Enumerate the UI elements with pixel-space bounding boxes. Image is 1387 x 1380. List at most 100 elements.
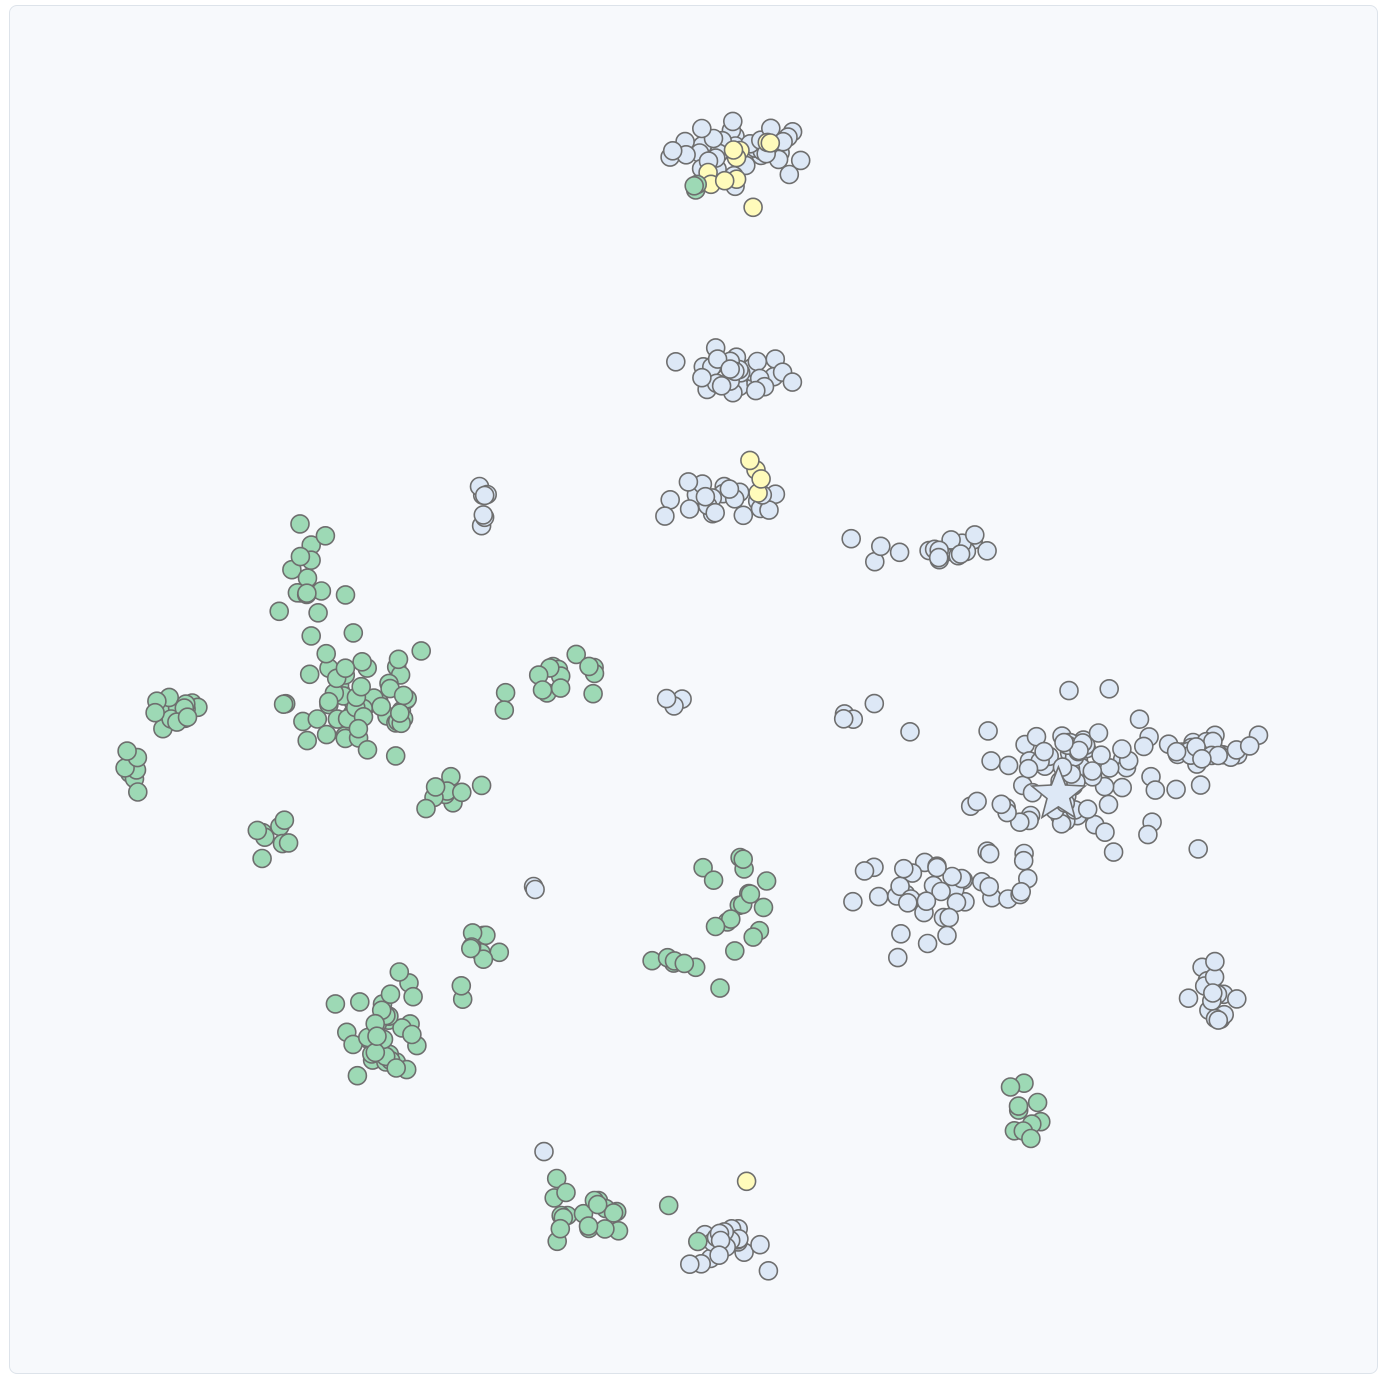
data-point [460, 938, 481, 959]
data-point [525, 879, 545, 900]
data-point [587, 1194, 608, 1215]
data-point [1208, 745, 1228, 766]
data-point [928, 547, 949, 568]
data-point [290, 546, 311, 567]
data-point [745, 380, 766, 401]
data-point [145, 702, 165, 723]
highlight-star-marker [1029, 764, 1088, 820]
data-point [679, 499, 700, 519]
data-point [693, 857, 713, 878]
data-point [703, 870, 724, 891]
data-point [937, 925, 957, 946]
data-point [550, 1218, 571, 1239]
data-point [939, 907, 960, 928]
data-point [393, 685, 414, 706]
data-point [389, 703, 410, 723]
data-point [1082, 761, 1103, 781]
data-point [870, 536, 891, 557]
data-point [658, 1195, 679, 1216]
data-point [1021, 1128, 1041, 1149]
data-point [691, 118, 712, 139]
data-point [1188, 839, 1208, 859]
data-point [1178, 988, 1199, 1009]
data-point [357, 739, 378, 760]
data-point [931, 881, 951, 902]
data-point [758, 1261, 779, 1281]
data-point [1190, 775, 1211, 795]
data-point [578, 1216, 599, 1236]
data-point [720, 359, 741, 379]
data-point [583, 683, 603, 704]
data-point [656, 688, 677, 709]
data-point [719, 479, 740, 499]
data-point [740, 884, 761, 904]
data-point [833, 708, 854, 729]
data-point [967, 791, 987, 812]
data-point [371, 696, 392, 717]
data-point [1166, 741, 1187, 762]
data-point [325, 994, 346, 1014]
data-point [416, 798, 436, 819]
data-point [756, 871, 777, 891]
data-point [977, 540, 997, 561]
data-point [1112, 777, 1132, 798]
data-point [705, 502, 726, 523]
data-point [1013, 850, 1034, 871]
data-point [1166, 779, 1186, 800]
data-point [710, 978, 730, 998]
data-point [1088, 723, 1109, 743]
data-point [278, 833, 299, 853]
data-point [868, 886, 889, 907]
data-point [1138, 824, 1158, 845]
data-point [760, 133, 781, 153]
data-point [351, 676, 372, 697]
data-point [1203, 983, 1223, 1003]
data-point [1112, 739, 1132, 759]
data-point [679, 1254, 700, 1274]
data-point [1208, 1010, 1229, 1030]
data-point [386, 1058, 407, 1078]
data-point [273, 694, 294, 715]
data-point [678, 472, 699, 492]
data-point [550, 678, 571, 698]
data-point [998, 755, 1019, 776]
data-point [385, 746, 406, 766]
data-point [1205, 951, 1225, 972]
data-point [299, 664, 320, 685]
data-point [662, 141, 683, 161]
data-point [1098, 794, 1119, 815]
data-point [494, 700, 515, 720]
data-point [595, 1219, 615, 1239]
data-point [534, 1141, 554, 1162]
data-point [388, 649, 409, 670]
data-point [897, 892, 918, 913]
data-point [655, 506, 675, 526]
data-point [603, 1203, 624, 1223]
data-point [495, 682, 516, 703]
data-point [743, 197, 763, 218]
data-point [1018, 758, 1039, 779]
data-point [779, 164, 800, 185]
points-layer [115, 111, 1269, 1281]
data-point [684, 176, 705, 196]
data-point [403, 986, 423, 1007]
data-point [917, 933, 938, 954]
data-point [274, 810, 295, 831]
data-point [1000, 1077, 1021, 1097]
data-point [532, 680, 553, 700]
data-point [1077, 799, 1098, 820]
data-point [297, 730, 318, 751]
data-point [709, 1245, 729, 1265]
data-point [705, 916, 726, 937]
data-point [451, 975, 472, 996]
data-point [1095, 822, 1115, 843]
data-point [411, 641, 432, 661]
data-point [335, 585, 356, 605]
data-point [1054, 732, 1074, 753]
data-point [128, 782, 148, 802]
data-point [471, 775, 492, 796]
data-point [348, 718, 369, 739]
plot-area [9, 5, 1378, 1374]
data-point [979, 843, 1000, 864]
data-point [365, 1042, 386, 1063]
